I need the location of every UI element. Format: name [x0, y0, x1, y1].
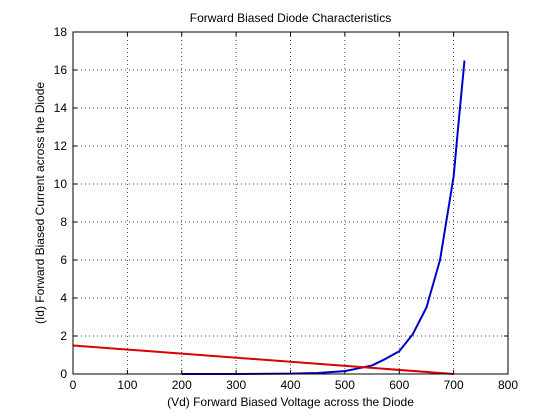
y-tick-label: 14: [54, 101, 68, 115]
x-tick-label: 100: [117, 378, 137, 392]
series-line-1: [72, 344, 454, 375]
x-axis-label: (Vd) Forward Biased Voltage across the D…: [167, 395, 414, 409]
y-tick-label: 0: [60, 367, 67, 381]
x-tick-label: 0: [70, 378, 77, 392]
y-tick-label: 8: [60, 215, 67, 229]
y-tick-label: 6: [60, 253, 67, 267]
x-tick-label: 700: [444, 378, 464, 392]
x-ticks: 0 100 200 300 400 500 600 700 800: [70, 32, 518, 392]
plot-area: [73, 32, 508, 374]
y-tick-label: 4: [60, 291, 67, 305]
x-tick-label: 800: [498, 378, 518, 392]
y-tick-label: 18: [54, 25, 68, 39]
y-tick-label: 16: [54, 63, 68, 77]
series-layer: [72, 60, 466, 375]
y-tick-label: 2: [60, 329, 67, 343]
chart-title: Forward Biased Diode Characteristics: [190, 11, 391, 25]
y-ticks: 0 2 4 6 8 10 12 14 16 18: [54, 25, 508, 381]
x-tick-label: 500: [335, 378, 355, 392]
x-tick-label: 400: [280, 378, 300, 392]
y-tick-label: 12: [54, 139, 68, 153]
grid: [73, 32, 508, 374]
series-line-0: [181, 60, 466, 375]
y-tick-label: 10: [54, 177, 68, 191]
y-axis-label: (Id) Forward Biased Current across the D…: [33, 82, 47, 324]
x-tick-label: 200: [172, 378, 192, 392]
x-tick-label: 300: [226, 378, 246, 392]
x-tick-label: 600: [389, 378, 409, 392]
